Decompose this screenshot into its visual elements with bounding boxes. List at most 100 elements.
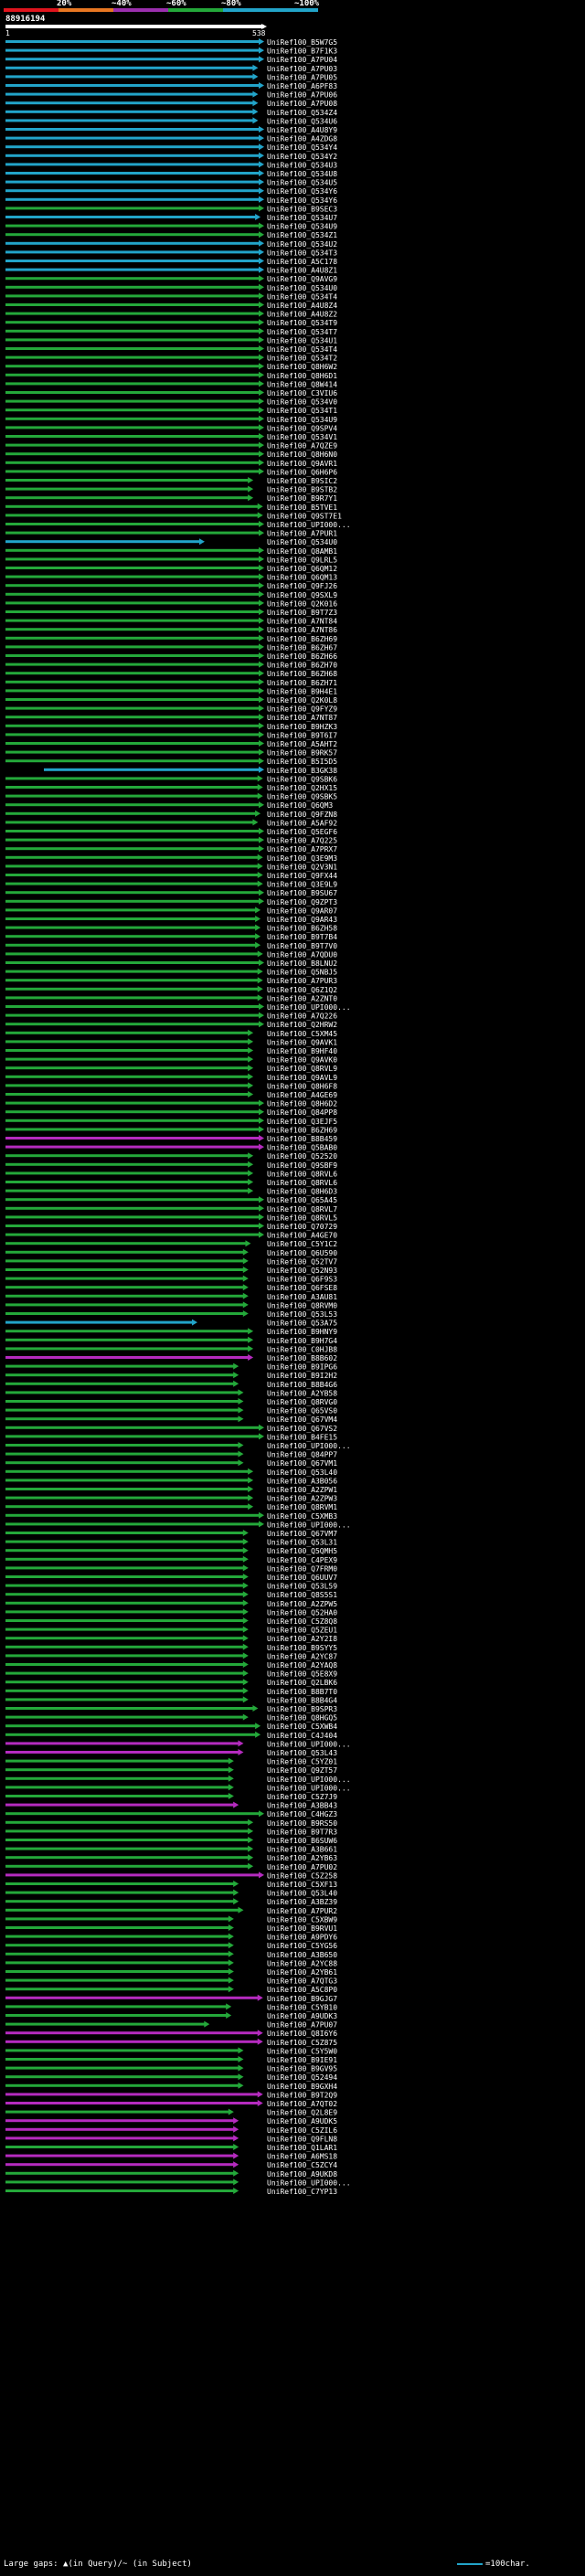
- hit-row[interactable]: UniRef100_Q52N93: [5, 1267, 337, 1275]
- hit-label[interactable]: UniRef100_A4U8Z1: [267, 267, 337, 275]
- hit-bar[interactable]: [5, 285, 260, 289]
- hit-row[interactable]: UniRef100_A7QT02: [5, 2100, 337, 2108]
- hit-label[interactable]: UniRef100_A7PU07: [267, 2021, 337, 2030]
- hit-label[interactable]: UniRef100_B9T7Z3: [267, 609, 337, 617]
- hit-bar[interactable]: [5, 1689, 244, 1692]
- hit-row[interactable]: UniRef100_C4HGZ3: [5, 1810, 337, 1818]
- hit-row[interactable]: UniRef100_Q52HA0: [5, 1608, 337, 1617]
- hit-bar[interactable]: [5, 1303, 244, 1307]
- hit-label[interactable]: UniRef100_Q3E9M3: [267, 854, 337, 863]
- hit-bar[interactable]: [5, 365, 260, 368]
- hit-bar[interactable]: [5, 2189, 235, 2192]
- hit-bar[interactable]: [5, 496, 250, 500]
- hit-label[interactable]: UniRef100_C5ZIL6: [267, 2126, 337, 2135]
- hit-label[interactable]: UniRef100_Q6UUV7: [267, 1574, 337, 1582]
- hit-row[interactable]: UniRef100_Q534T7: [5, 327, 337, 336]
- hit-label[interactable]: UniRef100_Q534U9: [267, 223, 337, 231]
- hit-label[interactable]: UniRef100_B9I2H2: [267, 1372, 337, 1380]
- hit-label[interactable]: UniRef100_B9RS50: [267, 1819, 337, 1828]
- hit-label[interactable]: UniRef100_Q9FJ26: [267, 582, 337, 590]
- hit-bar[interactable]: [5, 1075, 250, 1078]
- hit-row[interactable]: UniRef100_B6ZH58: [5, 924, 337, 933]
- hit-bar[interactable]: [5, 197, 260, 201]
- hit-row[interactable]: UniRef100_Q9FZN8: [5, 810, 337, 819]
- hit-label[interactable]: UniRef100_Q8W414: [267, 380, 337, 388]
- hit-bar[interactable]: [5, 557, 260, 561]
- hit-label[interactable]: UniRef100_C5Z8Q8: [267, 1617, 337, 1626]
- hit-bar[interactable]: [5, 2014, 228, 2017]
- hit-row[interactable]: UniRef100_Q53L40: [5, 1468, 337, 1477]
- hit-bar[interactable]: [5, 1724, 257, 1728]
- hit-bar[interactable]: [5, 338, 260, 342]
- hit-label[interactable]: UniRef100_Q1LAR1: [267, 2144, 337, 2152]
- hit-label[interactable]: UniRef100_Q9SXL9: [267, 591, 337, 599]
- hit-row[interactable]: UniRef100_A7QDU0: [5, 950, 337, 959]
- hit-label[interactable]: UniRef100_Q9FZN8: [267, 811, 337, 819]
- hit-row[interactable]: UniRef100_B9HF40: [5, 1047, 337, 1055]
- hit-label[interactable]: UniRef100_Q9AVK0: [267, 1056, 337, 1065]
- hit-row[interactable]: UniRef100_C4PEX9: [5, 1555, 337, 1564]
- hit-bar[interactable]: [5, 1049, 250, 1052]
- hit-label[interactable]: UniRef100_B6ZH69: [267, 635, 337, 643]
- hit-bar[interactable]: [5, 716, 260, 719]
- hit-label[interactable]: UniRef100_C5YB10: [267, 2003, 337, 2011]
- hit-row[interactable]: UniRef100_A7PU02: [5, 1862, 337, 1871]
- hit-row[interactable]: UniRef100_Q534U9: [5, 222, 337, 231]
- hit-bar[interactable]: [5, 487, 250, 491]
- hit-row[interactable]: UniRef100_Q2HRW2: [5, 1021, 337, 1029]
- hit-row[interactable]: UniRef100_Q9ZT57: [5, 1766, 337, 1775]
- hit-row[interactable]: UniRef100_Q9LRL5: [5, 556, 337, 564]
- hit-row[interactable]: UniRef100_Q534U5: [5, 178, 337, 187]
- hit-row[interactable]: UniRef100_Q65VS0: [5, 1406, 337, 1415]
- hit-label[interactable]: UniRef100_B9SYY5: [267, 1644, 337, 1652]
- hit-label[interactable]: UniRef100_Q53L31: [267, 1539, 337, 1547]
- hit-bar[interactable]: [5, 1391, 239, 1394]
- hit-bar[interactable]: [5, 610, 260, 613]
- hit-label[interactable]: UniRef100_Q3E9L9: [267, 881, 337, 889]
- hit-label[interactable]: UniRef100_Q8H6D1: [267, 372, 337, 380]
- hit-row[interactable]: UniRef100_Q9FYZ9: [5, 705, 337, 714]
- hit-row[interactable]: UniRef100_A4GE70: [5, 1231, 337, 1240]
- hit-row[interactable]: UniRef100_Q53L31: [5, 1538, 337, 1547]
- hit-label[interactable]: UniRef100_A2YC88: [267, 1959, 337, 1967]
- hit-label[interactable]: UniRef100_B9HF40: [267, 1047, 337, 1055]
- hit-label[interactable]: UniRef100_C5XWB4: [267, 1723, 337, 1731]
- hit-bar[interactable]: [5, 1988, 229, 1991]
- hit-label[interactable]: UniRef100_B9GXH4: [267, 2083, 337, 2091]
- hit-row[interactable]: UniRef100_A2ZPW3: [5, 1494, 337, 1503]
- hit-row[interactable]: UniRef100_A6MS18: [5, 2152, 337, 2161]
- hit-row[interactable]: UniRef100_UPI000...: [5, 521, 351, 529]
- hit-bar[interactable]: [5, 355, 260, 359]
- hit-bar[interactable]: [5, 1812, 260, 1816]
- hit-bar[interactable]: [5, 786, 259, 789]
- hit-bar[interactable]: [5, 952, 259, 956]
- hit-label[interactable]: UniRef100_B9T7R3: [267, 1828, 337, 1836]
- hit-bar[interactable]: [5, 399, 260, 403]
- hit-label[interactable]: UniRef100_A4GE70: [267, 1232, 337, 1240]
- hit-bar[interactable]: [5, 1181, 250, 1183]
- hit-row[interactable]: UniRef100_Q8RVM1: [5, 1503, 337, 1511]
- hit-row[interactable]: UniRef100_Q9FLN8: [5, 2135, 337, 2143]
- hit-bar[interactable]: [5, 1215, 260, 1219]
- hit-bar[interactable]: [5, 1926, 229, 1929]
- hit-bar[interactable]: [5, 1426, 260, 1429]
- hit-label[interactable]: UniRef100_Q534U1: [267, 336, 337, 345]
- hit-row[interactable]: UniRef100_A5C8P0: [5, 1986, 337, 1994]
- hit-label[interactable]: UniRef100_B9SU67: [267, 889, 337, 897]
- hit-label[interactable]: UniRef100_Q534Y2: [267, 153, 337, 161]
- hit-bar[interactable]: [5, 128, 260, 131]
- hit-bar[interactable]: [5, 373, 260, 376]
- hit-bar[interactable]: [5, 1584, 244, 1587]
- hit-label[interactable]: UniRef100_Q8RVL6: [267, 1179, 337, 1187]
- hit-row[interactable]: UniRef100_Q8AMB1: [5, 546, 337, 556]
- hit-row[interactable]: UniRef100_B8B7T0: [5, 1687, 337, 1696]
- hit-bar[interactable]: [5, 523, 260, 525]
- hit-row[interactable]: UniRef100_A7PU07: [5, 2020, 337, 2030]
- hit-label[interactable]: UniRef100_Q9SBK5: [267, 793, 337, 801]
- hit-label[interactable]: UniRef100_B9H4E1: [267, 687, 337, 695]
- hit-row[interactable]: UniRef100_Q6QM13: [5, 573, 337, 582]
- hit-label[interactable]: UniRef100_C5XF13: [267, 1881, 337, 1889]
- hit-bar[interactable]: [5, 1978, 229, 1982]
- hit-row[interactable]: UniRef100_C5Y5W0: [5, 2047, 337, 2055]
- hit-row[interactable]: UniRef100_B6ZH67: [5, 643, 337, 652]
